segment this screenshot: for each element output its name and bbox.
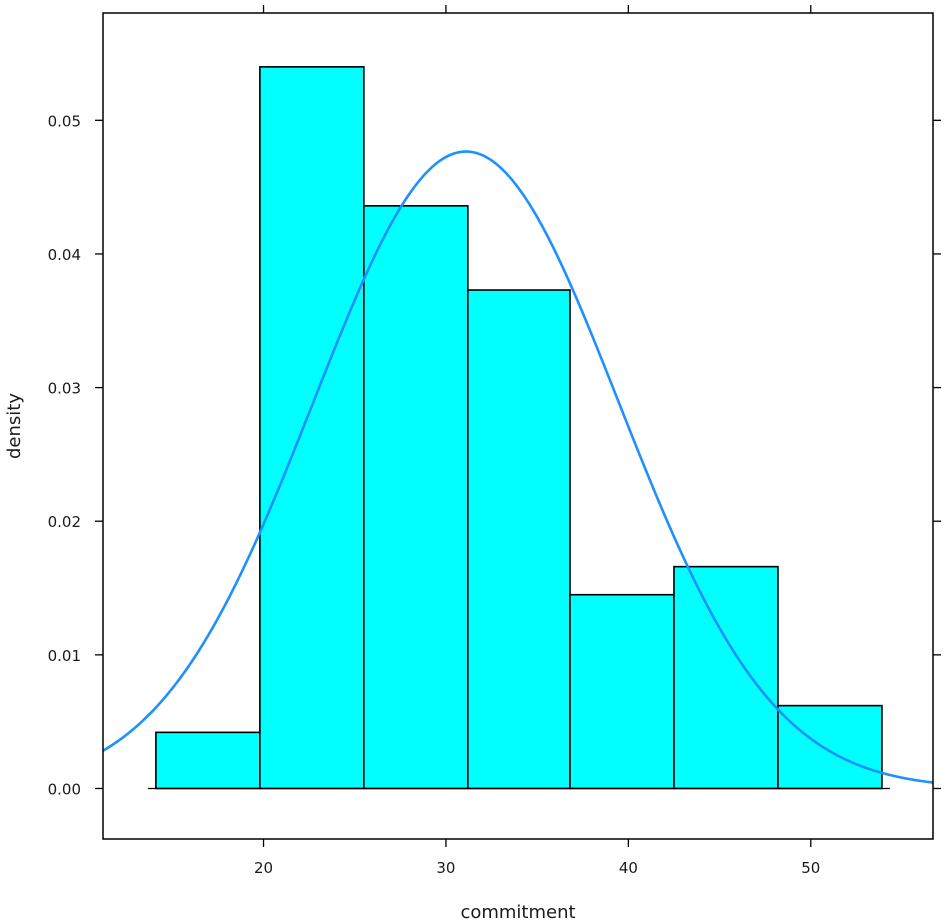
- normal-density-line: [102, 150, 934, 784]
- histogram-bar-3: [363, 205, 469, 790]
- x-axis-ticks: 20 30 40 50: [254, 5, 820, 877]
- x-tick-label: 20: [254, 859, 273, 877]
- histogram-bar-6: [673, 565, 779, 790]
- y-tick-label: 0.03: [48, 380, 81, 398]
- histogram-bar-7: [777, 704, 883, 790]
- histogram-bar-2: [259, 66, 365, 790]
- y-axis-title: density: [4, 393, 25, 459]
- x-axis-title: commitment: [460, 902, 575, 923]
- y-tick-label: 0.00: [48, 780, 81, 798]
- histogram-bars: [155, 66, 883, 790]
- x-tick-label: 40: [619, 859, 638, 877]
- histogram-bar-5: [569, 593, 675, 790]
- histogram-bar-4: [467, 289, 571, 790]
- plot-frame: [102, 12, 934, 840]
- y-tick-label: 0.01: [48, 647, 81, 665]
- histogram-bar-1: [155, 731, 261, 790]
- y-axis-ticks: 0.00 0.01 0.02 0.03 0.04 0.05: [48, 112, 941, 798]
- x-tick-label: 30: [436, 859, 455, 877]
- x-tick-label: 50: [801, 859, 820, 877]
- y-tick-label: 0.02: [48, 513, 81, 531]
- y-tick-label: 0.05: [48, 112, 81, 130]
- density-curve: [102, 150, 934, 784]
- y-tick-label: 0.04: [48, 246, 81, 264]
